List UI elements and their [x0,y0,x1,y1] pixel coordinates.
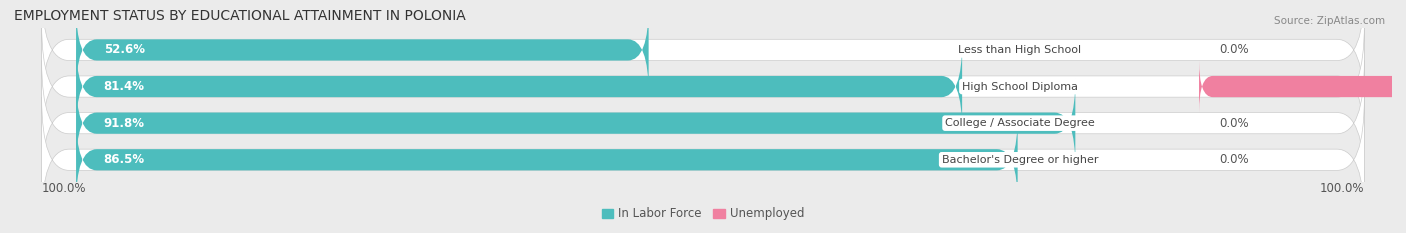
FancyBboxPatch shape [42,24,1364,149]
FancyBboxPatch shape [76,42,962,131]
FancyBboxPatch shape [76,6,648,94]
Text: 0.0%: 0.0% [1220,43,1250,56]
FancyBboxPatch shape [76,116,1018,204]
FancyBboxPatch shape [42,0,1364,113]
Text: 86.5%: 86.5% [104,153,145,166]
Text: 100.0%: 100.0% [42,182,86,195]
Text: 52.6%: 52.6% [104,43,145,56]
Text: Bachelor's Degree or higher: Bachelor's Degree or higher [942,155,1098,165]
Text: 0.0%: 0.0% [1220,153,1250,166]
Text: Source: ZipAtlas.com: Source: ZipAtlas.com [1274,16,1385,26]
Text: EMPLOYMENT STATUS BY EDUCATIONAL ATTAINMENT IN POLONIA: EMPLOYMENT STATUS BY EDUCATIONAL ATTAINM… [14,9,465,23]
Text: 0.0%: 0.0% [1220,117,1250,130]
Text: High School Diploma: High School Diploma [962,82,1078,92]
Text: 91.8%: 91.8% [104,117,145,130]
FancyBboxPatch shape [42,61,1364,186]
Legend: In Labor Force, Unemployed: In Labor Force, Unemployed [598,203,808,225]
Text: 81.4%: 81.4% [104,80,145,93]
FancyBboxPatch shape [42,97,1364,222]
FancyBboxPatch shape [76,79,1076,168]
Text: College / Associate Degree: College / Associate Degree [945,118,1095,128]
FancyBboxPatch shape [1199,61,1406,113]
Text: Less than High School: Less than High School [959,45,1081,55]
Text: 100.0%: 100.0% [1320,182,1364,195]
